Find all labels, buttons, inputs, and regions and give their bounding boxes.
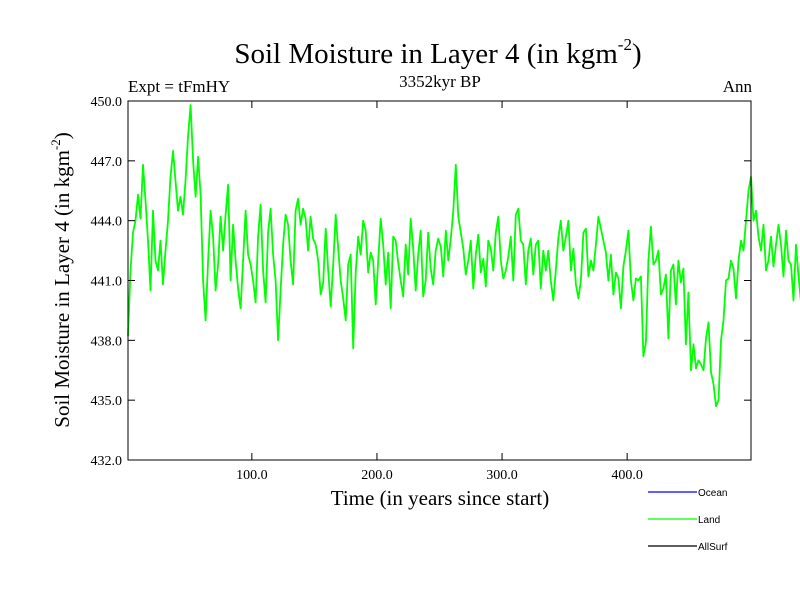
legend-label-ocean: Ocean: [698, 488, 727, 499]
chart-title-end: ): [632, 38, 642, 70]
y-tick-label: 438.0: [91, 334, 123, 349]
plot-frame: [127, 100, 752, 461]
y-tick-label: 444.0: [91, 215, 123, 230]
chart-title: Soil Moisture in Layer 4 (in kgm-2): [234, 35, 641, 70]
subtitle-right: Ann: [723, 77, 753, 96]
y-tick-label: 450.0: [91, 95, 123, 110]
y-axis-label-end: ): [50, 132, 74, 139]
x-tick-label: 300.0: [486, 468, 518, 483]
y-axis-label: Soil Moisture in Layer 4 (in kgm-2): [48, 132, 74, 427]
y-tick-label: 432.0: [91, 454, 123, 469]
legend: Ocean Land AllSurf: [648, 488, 728, 553]
series-line-land: [127, 104, 800, 408]
legend-label-allsurf: AllSurf: [698, 542, 728, 553]
y-tick-label: 447.0: [91, 155, 123, 170]
chart-title-superscript: -2: [618, 35, 632, 54]
y-tick-label: 441.0: [91, 275, 123, 290]
subtitle-center: 3352kyr BP: [399, 72, 481, 91]
x-tick-label: 100.0: [236, 468, 268, 483]
x-tick-label: 400.0: [611, 468, 643, 483]
subtitle-left: Expt = tFmHY: [128, 77, 230, 96]
y-axis-label-superscript: -2: [48, 139, 63, 150]
x-tick-label: 200.0: [361, 468, 393, 483]
x-axis-label: Time (in years since start): [331, 486, 550, 510]
legend-label-land: Land: [698, 515, 720, 526]
y-tick-label: 435.0: [91, 394, 123, 409]
